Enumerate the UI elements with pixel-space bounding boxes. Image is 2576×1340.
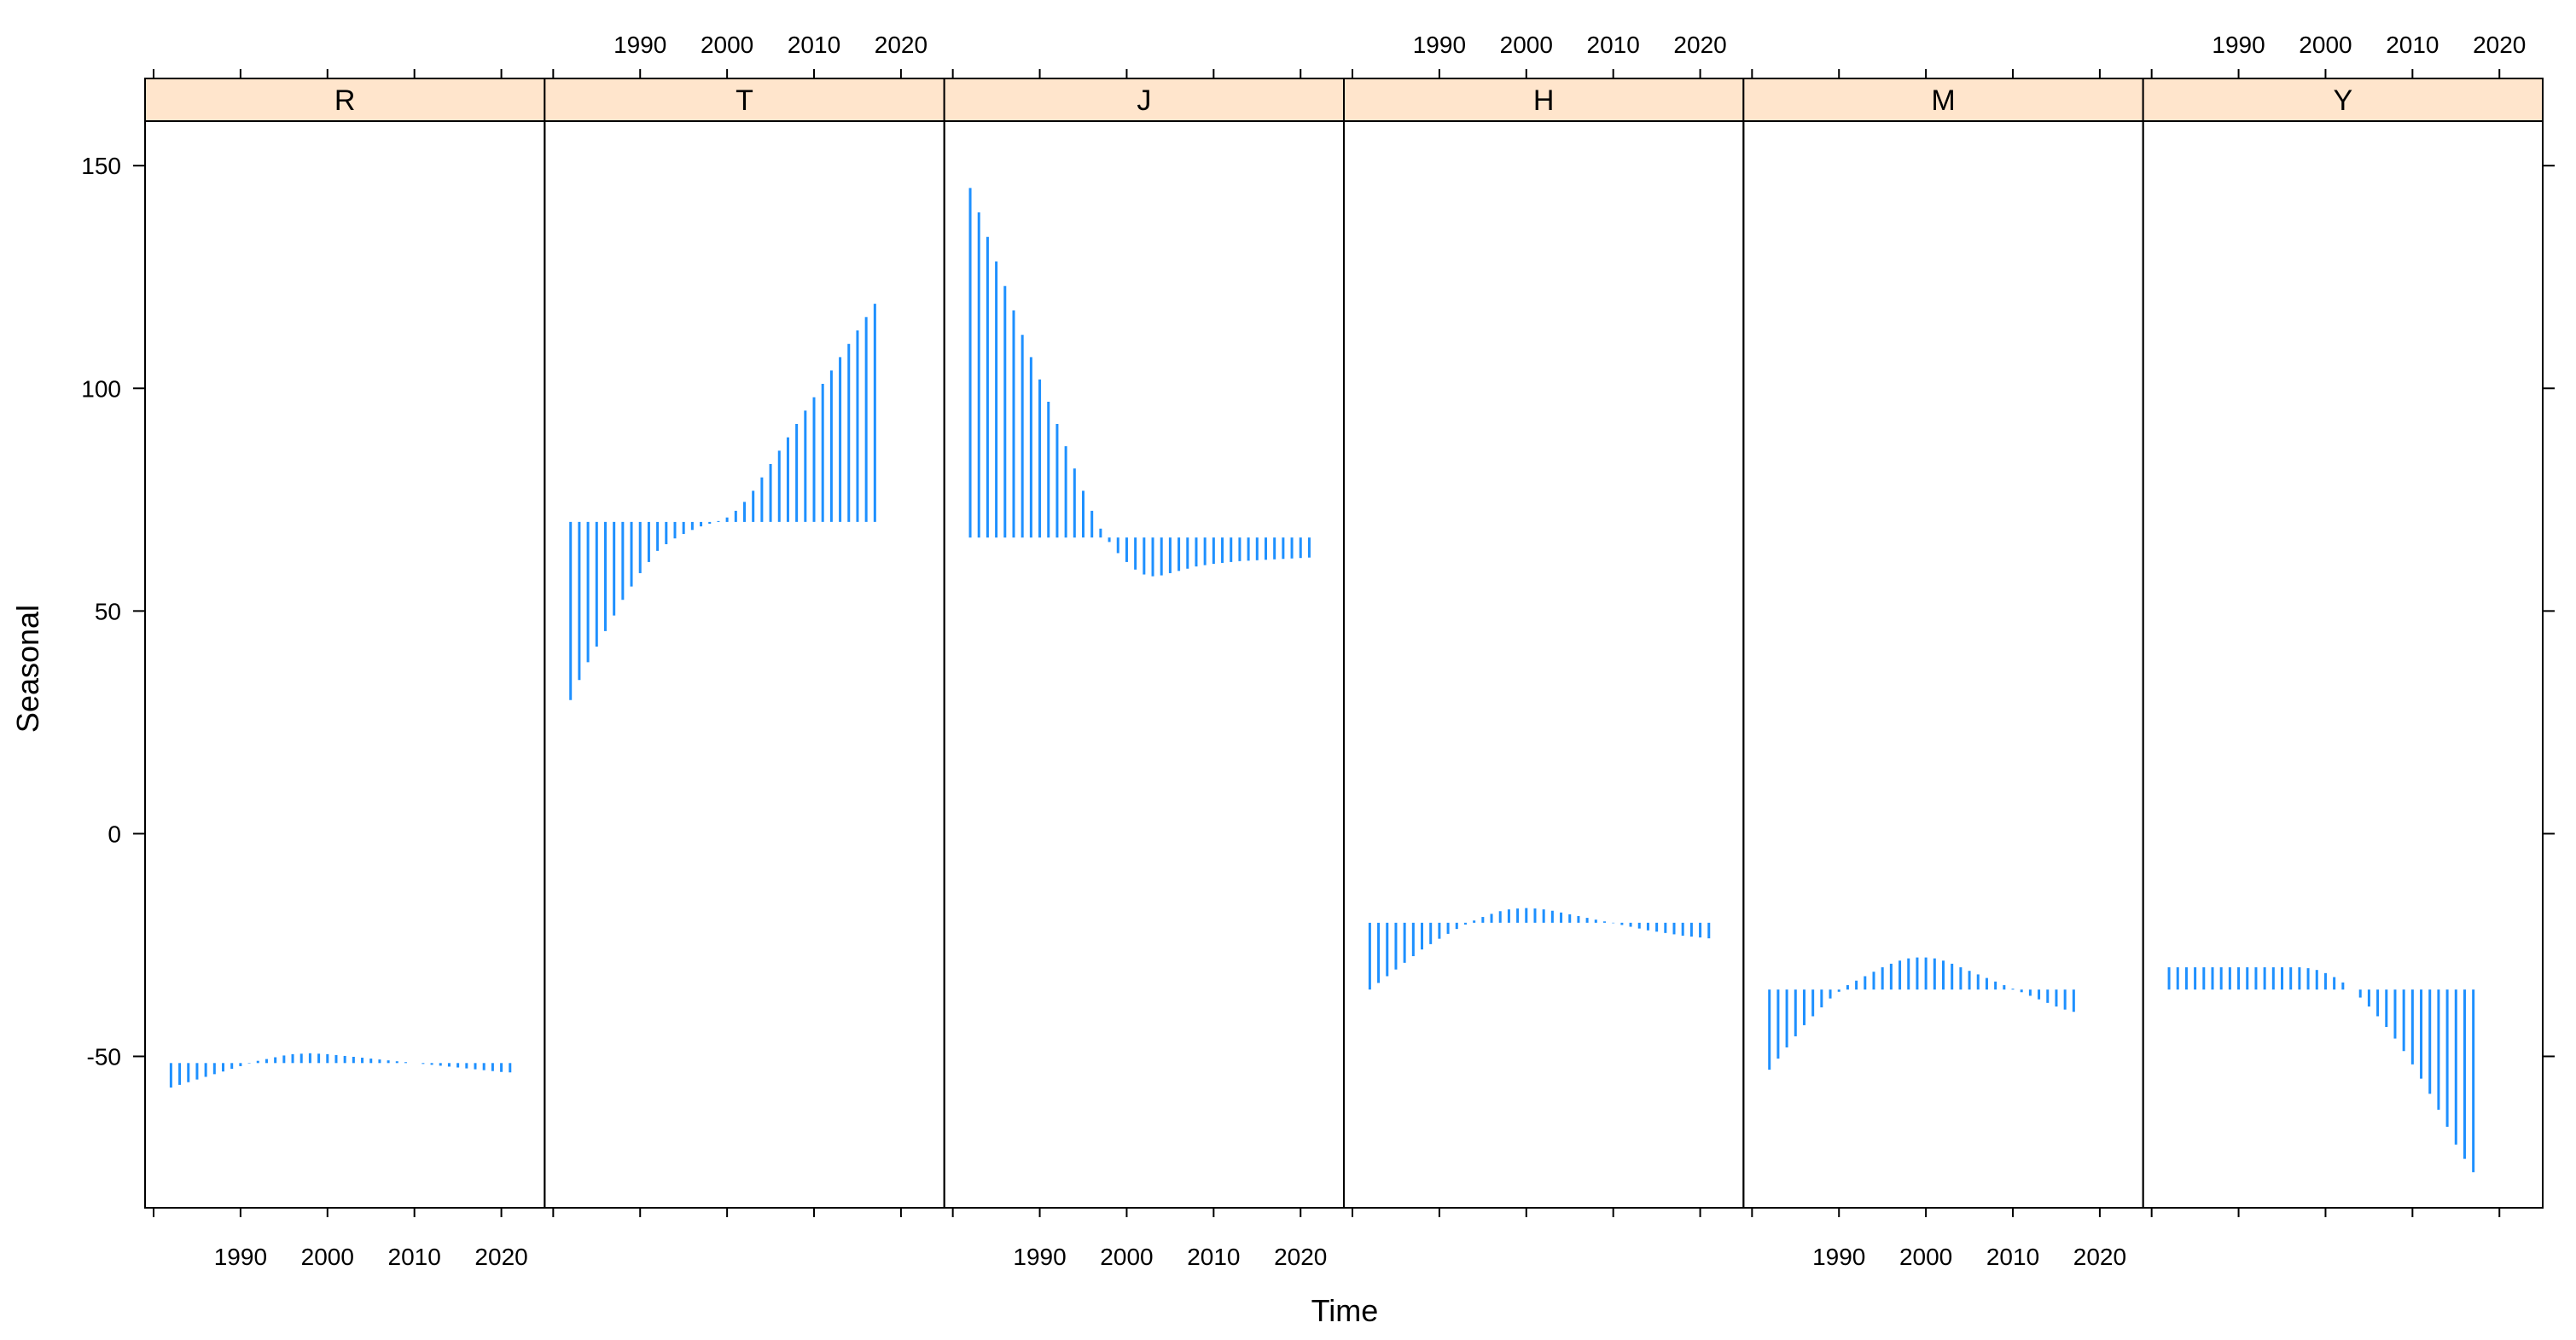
panel-R: R: [144, 78, 546, 1209]
strip-label-Y: Y: [2333, 84, 2352, 117]
y-tick-label-50: 50: [95, 598, 121, 624]
x-tick-label-Y-1990: 1990: [2212, 32, 2265, 58]
strip-R: [144, 78, 546, 122]
strip-M: [1742, 78, 2144, 122]
x-tick-label-J-2020: 2020: [1274, 1244, 1327, 1270]
x-tick-label-T-1990: 1990: [613, 32, 666, 58]
panel-frame-Y: [2142, 120, 2544, 1209]
x-tick-label-R-2020: 2020: [474, 1244, 527, 1270]
strip-label-M: M: [1931, 84, 1955, 117]
x-tick-label-H-1990: 1990: [1413, 32, 1466, 58]
y-tick-label-100: 100: [81, 375, 121, 402]
x-tick-label-H-2010: 2010: [1587, 32, 1640, 58]
strip-label-H: H: [1533, 84, 1555, 117]
x-tick-label-H-2020: 2020: [1673, 32, 1726, 58]
x-tick-label-R-2000: 2000: [301, 1244, 354, 1270]
strip-label-R: R: [334, 84, 356, 117]
panel-H: H: [1343, 78, 1745, 1209]
panel-frame-M: [1742, 120, 2144, 1209]
y-axis-title: Seasonal: [10, 605, 45, 733]
panel-frame-R: [144, 120, 546, 1209]
strip-J: [943, 78, 1345, 122]
y-tick-label--50: -50: [87, 1043, 121, 1070]
strip-label-J: J: [1137, 84, 1151, 117]
panel-J: J: [943, 78, 1345, 1209]
panel-T: T: [544, 78, 945, 1209]
x-tick-label-M-2020: 2020: [2073, 1244, 2126, 1270]
x-tick-label-T-2010: 2010: [788, 32, 840, 58]
y-tick-label-0: 0: [108, 821, 121, 847]
x-tick-label-R-2010: 2010: [388, 1244, 441, 1270]
x-tick-label-M-2000: 2000: [1899, 1244, 1952, 1270]
y-tick-label-150: 150: [81, 153, 121, 179]
panel-frame-T: [544, 120, 945, 1209]
panel-frame-H: [1343, 120, 1745, 1209]
x-tick-label-J-1990: 1990: [1013, 1244, 1066, 1270]
axes: 1990 2000 2010 2020 1990 2000 2010 2020 1990 2000…: [81, 32, 2555, 1270]
strip-label-T: T: [736, 84, 753, 117]
x-axis-title: Time: [1311, 1293, 1379, 1328]
x-tick-label-T-2000: 2000: [701, 32, 753, 58]
x-tick-label-J-2000: 2000: [1100, 1244, 1153, 1270]
x-tick-label-M-1990: 1990: [1812, 1244, 1865, 1270]
x-tick-label-T-2020: 2020: [875, 32, 927, 58]
x-tick-label-Y-2010: 2010: [2386, 32, 2439, 58]
x-tick-label-H-2000: 2000: [1500, 32, 1553, 58]
panel-Y: Y: [2142, 78, 2544, 1209]
x-tick-label-Y-2000: 2000: [2299, 32, 2352, 58]
x-tick-label-M-2010: 2010: [1986, 1244, 2039, 1270]
x-tick-label-R-1990: 1990: [214, 1244, 267, 1270]
x-tick-label-Y-2020: 2020: [2473, 32, 2526, 58]
x-tick-label-J-2010: 2010: [1187, 1244, 1240, 1270]
panel-frame-J: [943, 120, 1345, 1209]
panel-M: M: [1742, 78, 2144, 1209]
